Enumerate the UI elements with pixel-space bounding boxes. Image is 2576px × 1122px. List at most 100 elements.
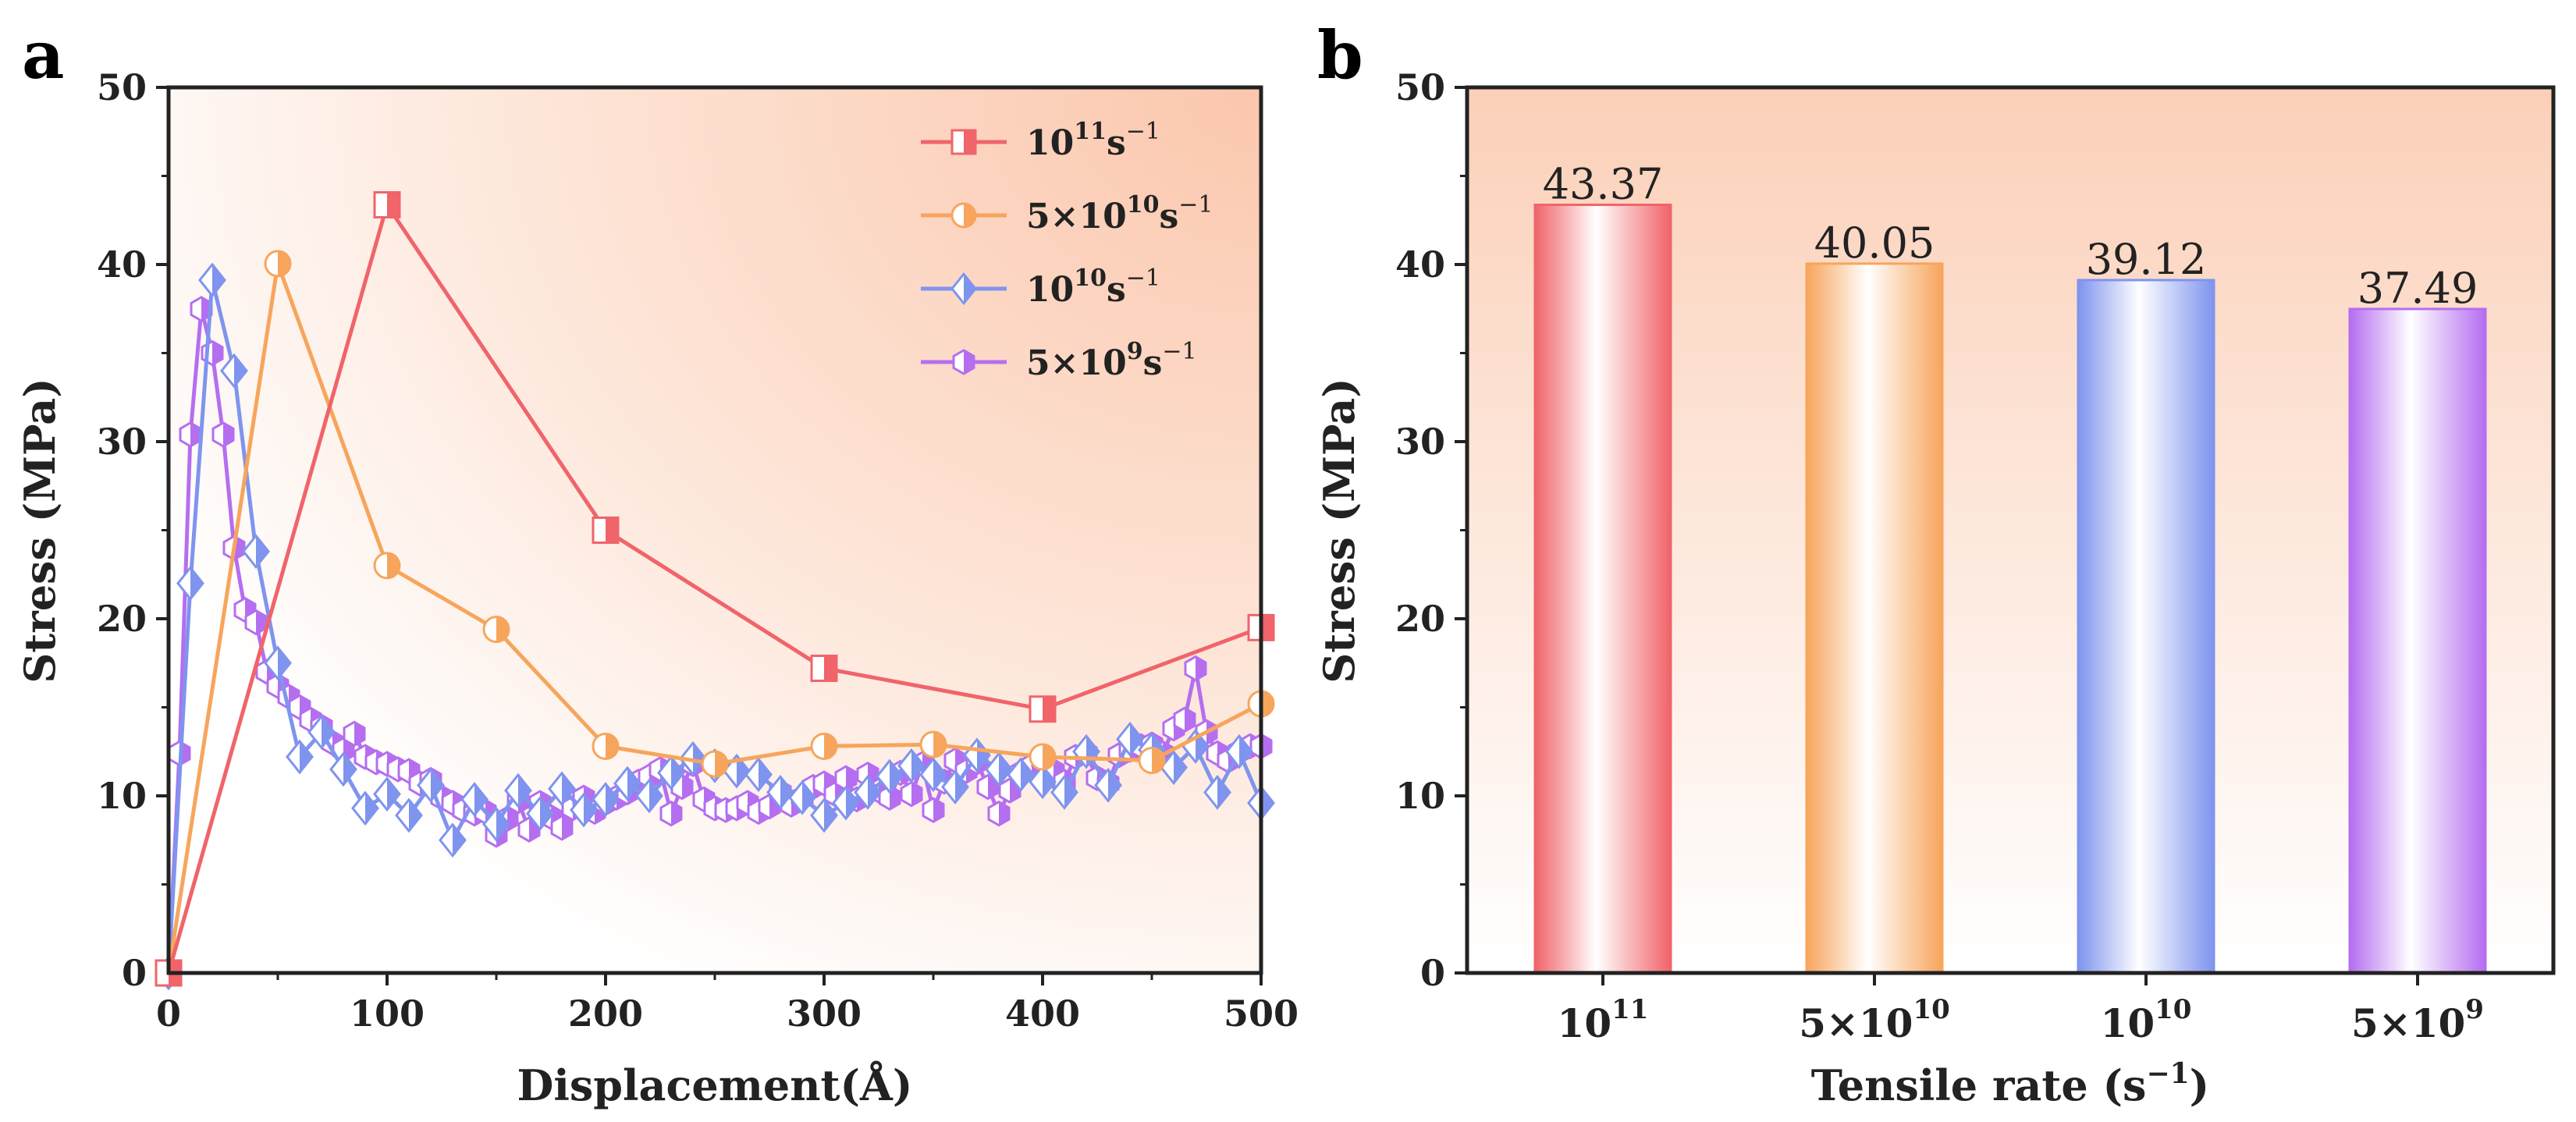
marker-fill <box>824 799 837 831</box>
panel-a-label: a <box>22 16 64 94</box>
marker-fill <box>212 341 222 365</box>
plot-b-bars: 43.37 40.05 39.12 37.49 <box>1533 160 2487 975</box>
y-tick-label: 30 <box>97 421 147 463</box>
legend-exp: 9 <box>1127 338 1143 365</box>
marker-fill <box>190 422 201 446</box>
marker-fill <box>387 552 400 578</box>
legend-unit-exp: −1 <box>1178 191 1213 218</box>
marker-fill <box>322 716 334 748</box>
data-point <box>592 782 620 817</box>
data-point <box>244 609 268 636</box>
plot-a-ticks: 0 100 200 300 400 500 0 10 20 30 40 50 <box>97 66 1299 1035</box>
x-category-label: 5×109 <box>2351 994 2484 1046</box>
marker-fill <box>964 274 975 304</box>
bar-value-label: 40.05 <box>1814 218 1935 268</box>
plot-b-xlabel-sup: −1 <box>2146 1057 2189 1090</box>
category-base: 10 <box>1558 1000 1612 1046</box>
legend-exp: 10 <box>1127 191 1160 218</box>
data-point <box>810 655 838 683</box>
data-point <box>460 782 489 817</box>
data-point <box>766 775 794 810</box>
marker-fill <box>453 824 465 856</box>
marker-fill <box>933 732 946 758</box>
marker-fill <box>1239 736 1252 768</box>
legend-label: 5×1010s−1 <box>1026 191 1213 236</box>
marker-fill <box>824 733 837 759</box>
data-point <box>922 797 945 823</box>
plot-b-xlabel: Tensile rate (s−1) <box>1811 1057 2209 1110</box>
marker-fill <box>846 766 856 790</box>
marker-fill <box>1130 723 1142 755</box>
marker-fill <box>1043 765 1055 797</box>
data-point <box>810 732 838 760</box>
y-tick-label: 30 <box>1395 421 1445 463</box>
marker-fill <box>278 647 290 679</box>
data-point <box>950 272 977 306</box>
data-point <box>264 645 292 681</box>
marker-fill <box>824 655 837 681</box>
marker-fill <box>780 776 793 808</box>
legend-unit-exp: −1 <box>1162 338 1196 365</box>
x-tick-label: 200 <box>568 992 643 1035</box>
marker-fill <box>977 739 990 771</box>
data-point <box>373 776 401 812</box>
marker-fill <box>933 758 946 790</box>
marker-fill <box>759 758 771 790</box>
bar-value-label: 37.49 <box>2357 264 2478 313</box>
marker-fill <box>737 755 749 787</box>
data-point <box>659 800 683 827</box>
data-point <box>657 755 685 790</box>
data-point <box>854 775 882 810</box>
y-tick-label: 50 <box>97 66 147 108</box>
bar-3 <box>2348 307 2487 975</box>
marker-fill <box>868 776 880 808</box>
marker-fill <box>802 782 815 814</box>
data-point <box>264 250 292 278</box>
data-point <box>613 765 641 801</box>
legend-entry-1: 5×1010s−1 <box>921 191 1213 236</box>
bar-2 <box>2077 279 2215 975</box>
legend-base: 5×10 <box>1026 197 1127 236</box>
marker-fill <box>933 798 943 822</box>
data-point <box>1116 721 1144 757</box>
marker-fill <box>562 815 572 840</box>
data-point <box>417 767 445 803</box>
category-exp: 9 <box>2465 994 2484 1025</box>
marker-fill <box>693 743 705 775</box>
legend-entry-2: 1010s−1 <box>921 265 1160 310</box>
marker-fill <box>496 808 509 840</box>
marker-fill <box>474 783 487 815</box>
category-exp: 10 <box>2155 994 2191 1025</box>
data-point <box>592 732 620 760</box>
marker-fill <box>212 264 225 296</box>
data-point <box>1094 767 1122 803</box>
data-point <box>952 349 975 375</box>
marker-fill <box>1108 769 1121 801</box>
marker-fill <box>1196 730 1208 762</box>
legend-unit-exp: −1 <box>1126 265 1160 292</box>
marker-fill <box>606 783 618 815</box>
marker-fill <box>964 350 974 374</box>
legend-unit: s <box>1143 343 1163 383</box>
marker-fill <box>1174 751 1186 783</box>
x-tick-label: 400 <box>1005 992 1080 1035</box>
x-tick-label: 500 <box>1224 992 1299 1035</box>
data-point <box>878 784 901 811</box>
marker-fill <box>671 801 681 826</box>
marker-fill <box>256 610 266 634</box>
x-category-label: 5×1010 <box>1799 994 1950 1046</box>
legend-base: 10 <box>1026 123 1074 163</box>
y-tick-label: 20 <box>97 598 147 640</box>
legend-label: 5×109s−1 <box>1026 338 1197 383</box>
marker-fill <box>999 801 1009 826</box>
data-point <box>395 797 423 833</box>
marker-fill <box>606 517 618 543</box>
marker-fill <box>627 768 640 800</box>
legend-unit: s <box>1107 270 1126 310</box>
data-point <box>919 730 947 758</box>
data-point <box>1050 775 1078 810</box>
marker-fill <box>1043 696 1055 722</box>
legend-base: 10 <box>1026 270 1074 310</box>
marker-fill <box>1261 734 1271 758</box>
plot-a-xlabel: Displacement(Å) <box>517 1060 913 1110</box>
